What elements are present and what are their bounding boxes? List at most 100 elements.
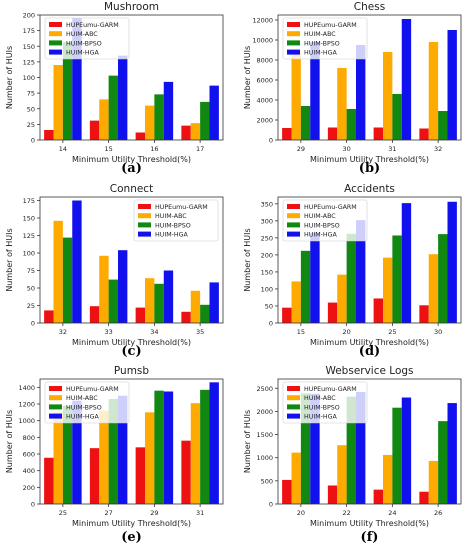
y-tick-label: 200 — [23, 484, 35, 492]
x-tick-label: 30 — [342, 145, 350, 153]
bar-hupeumu-garm-32 — [419, 128, 429, 140]
y-tick-label: 10000 — [252, 37, 273, 45]
y-tick-label: 0 — [31, 137, 35, 145]
bar-huim-bpso-15 — [300, 250, 311, 323]
panel-caption: (e) — [121, 530, 142, 545]
bar-huim-bpso-25 — [62, 405, 73, 504]
x-tick-label: 20 — [297, 509, 305, 517]
bar-huim-hga-25 — [401, 203, 412, 323]
legend-label: HUIM-ABC — [66, 395, 98, 402]
legend-label: HUIM-BPSO — [304, 404, 340, 411]
bar-huim-abc-17 — [190, 123, 201, 140]
chart-title: Pumsb — [114, 365, 150, 377]
legend-swatch — [49, 49, 62, 55]
bar-huim-hga-16 — [163, 81, 174, 140]
legend-swatch — [287, 213, 300, 219]
y-tick-label: 100 — [23, 74, 35, 82]
bar-hupeumu-garm-34 — [135, 307, 145, 323]
bar-huim-hga-25 — [72, 400, 82, 504]
y-axis-label: Number of HUIs — [243, 228, 252, 291]
panel-caption: (b) — [359, 161, 380, 176]
legend-swatch — [49, 404, 62, 410]
bar-huim-abc-35 — [190, 290, 201, 323]
legend: HUPEumu-GARM HUIM-ABC HUIM-BPSO HUIM-HGA — [282, 199, 368, 242]
legend-swatch — [287, 404, 300, 410]
y-tick-label: 0 — [31, 501, 35, 509]
y-tick-label: 4000 — [256, 97, 273, 105]
bar-hupeumu-garm-22 — [327, 485, 338, 504]
y-tick-label: 6000 — [256, 77, 273, 85]
bar-hupeumu-garm-35 — [181, 311, 191, 323]
bar-huim-hga-34 — [163, 270, 174, 323]
y-tick-label: 200 — [261, 251, 273, 259]
bar-huim-bpso-29 — [154, 390, 164, 504]
y-tick-label: 1500 — [256, 431, 273, 439]
y-axis-label: Number of HUIs — [243, 410, 252, 473]
bar-huim-bpso-32 — [62, 237, 73, 323]
plot-frame — [39, 196, 224, 324]
y-axis-label: Number of HUIs — [5, 228, 14, 291]
bar-huim-hga-30 — [356, 45, 366, 140]
x-tick-label: 33 — [104, 328, 112, 336]
bar-huim-abc-15 — [291, 281, 301, 323]
y-tick-label: 800 — [23, 434, 35, 442]
bar-huim-bpso-16 — [154, 94, 164, 140]
bar-hupeumu-garm-26 — [419, 491, 429, 504]
bar-huim-abc-20 — [337, 274, 347, 323]
bar-huim-hga-31 — [209, 382, 219, 504]
bar-huim-abc-16 — [144, 105, 155, 140]
bar-huim-hga-20 — [310, 393, 320, 504]
bar-huim-hga-22 — [356, 391, 366, 504]
bar-hupeumu-garm-25 — [373, 298, 383, 323]
legend-box — [44, 17, 130, 60]
bar-hupeumu-garm-17 — [181, 125, 191, 140]
legend-swatch — [287, 395, 300, 401]
legend-swatch — [138, 222, 151, 228]
plot-frame — [277, 14, 462, 141]
legend-swatch — [138, 213, 151, 219]
legend-label: HUIM-BPSO — [304, 40, 340, 47]
chart-title: Mushroom — [104, 1, 159, 13]
y-tick-label: 125 — [23, 58, 35, 66]
chart-panel-1: Mushroom 0 25 50 75 100 125 150 175 200 14 15 16 17 Mi… — [5, 1, 224, 176]
x-axis-label: Minimum Utility Threshold(%) — [72, 338, 191, 347]
y-tick-label: 100 — [261, 285, 273, 293]
legend-swatch — [138, 231, 151, 237]
legend-swatch — [287, 222, 300, 228]
bar-hupeumu-garm-27 — [89, 448, 100, 504]
chart-panel-6: Webservice Logs 0 500 1000 1500 2000 2500 20 22 2… — [243, 365, 462, 545]
y-tick-label: 100 — [23, 250, 35, 258]
bar-hupeumu-garm-15 — [282, 307, 292, 323]
y-tick-label: 500 — [261, 477, 273, 485]
bar-huim-hga-14 — [72, 18, 82, 140]
x-tick-label: 15 — [104, 145, 112, 153]
y-tick-label: 1400 — [18, 384, 35, 392]
legend-swatch — [287, 22, 300, 27]
x-tick-label: 25 — [59, 509, 67, 517]
bar-huim-bpso-30 — [346, 109, 357, 140]
bar-huim-bpso-34 — [154, 283, 164, 323]
chart-panel-5: Pumsb 0 200 400 600 800 1000 1200 1400 25 27 29 31 Mi… — [5, 365, 224, 545]
x-tick-label: 25 — [388, 328, 396, 336]
bar-huim-abc-32 — [53, 220, 63, 323]
x-tick-label: 15 — [297, 328, 305, 336]
legend-label: HUIM-HGA — [304, 50, 338, 57]
legend-box — [133, 199, 219, 242]
x-axis-label: Minimum Utility Threshold(%) — [310, 155, 429, 164]
legend-label: HUIM-BPSO — [155, 222, 191, 229]
bar-hupeumu-garm-31 — [373, 127, 383, 140]
legend-label: HUPEumu-GARM — [155, 204, 208, 211]
legend-label: HUIM-HGA — [66, 50, 100, 57]
y-tick-label: 25 — [27, 302, 35, 310]
plot-frame — [277, 196, 462, 324]
bar-huim-bpso-31 — [200, 389, 210, 504]
y-tick-label: 50 — [27, 285, 35, 293]
legend-label: HUPEumu-GARM — [66, 386, 119, 393]
legend-swatch — [287, 204, 300, 209]
bar-huim-abc-20 — [291, 452, 301, 504]
panel-caption: (c) — [121, 344, 141, 359]
legend-label: HUIM-BPSO — [304, 222, 340, 229]
bar-huim-abc-33 — [99, 255, 109, 323]
legend: HUPEumu-GARM HUIM-ABC HUIM-BPSO HUIM-HGA — [282, 17, 368, 60]
y-tick-label: 50 — [27, 105, 35, 113]
